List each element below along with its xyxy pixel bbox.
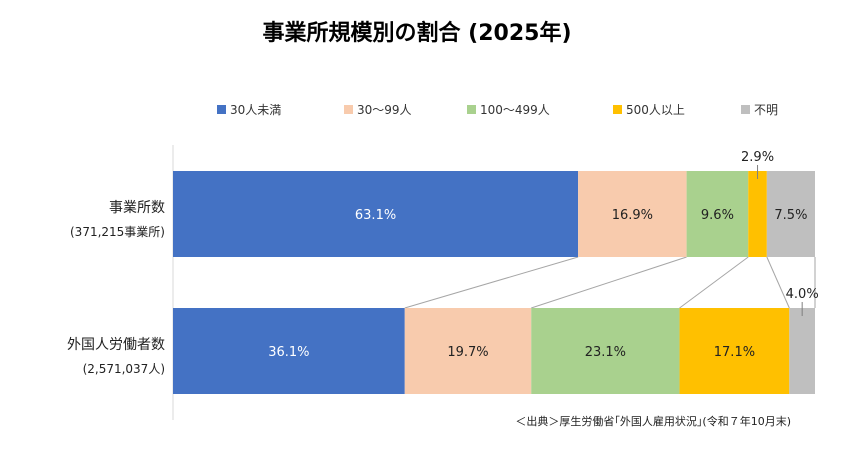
data-label: 36.1% (268, 345, 309, 360)
bars: 63.1% 16.9% 9.6% 2.9% 7.5% 36.1% 19.7% 23.1% 17.… (173, 150, 819, 394)
bar-segment (531, 308, 680, 394)
category-labels: 事業所数 (371,215事業所) 外国人労働者数 (2,571,037人) (67, 200, 165, 376)
bar-segment (404, 308, 532, 394)
category-label: 外国人労働者数 (67, 337, 165, 353)
bar-segment (173, 308, 405, 394)
legend-swatch (344, 105, 353, 114)
category-sublabel: (371,215事業所) (70, 225, 165, 239)
series-line (766, 256, 790, 309)
bar-segment (766, 171, 815, 257)
data-label: 23.1% (585, 345, 626, 360)
series-line (531, 256, 687, 309)
bar-segment (173, 171, 579, 257)
legend-label: 100〜499人 (480, 103, 550, 117)
legend-swatch (613, 105, 622, 114)
bar-segment (789, 308, 815, 394)
bar-segment (679, 308, 790, 394)
data-label: 4.0% (786, 287, 819, 302)
data-label: 2.9% (741, 150, 774, 165)
series-line (679, 256, 749, 309)
legend-swatch (217, 105, 226, 114)
data-label: 17.1% (714, 345, 755, 360)
legend: 30人未満 30〜99人 100〜499人 500人以上 不明 (217, 103, 778, 117)
category-sublabel: (2,571,037人) (83, 362, 165, 376)
category-label: 事業所数 (109, 200, 165, 216)
legend-swatch (467, 105, 476, 114)
legend-label: 500人以上 (626, 103, 685, 117)
data-label: 9.6% (701, 208, 734, 223)
source-note: ＜出典＞厚生労働省｢外国人雇用状況｣(令和７年10月末) (515, 414, 791, 428)
legend-label: 30〜99人 (357, 103, 412, 117)
series-line (404, 256, 579, 309)
data-label: 19.7% (447, 345, 488, 360)
legend-swatch (741, 105, 750, 114)
data-label: 7.5% (774, 208, 807, 223)
bar-segment (686, 171, 749, 257)
bar-segment (578, 171, 687, 257)
data-label: 16.9% (612, 208, 653, 223)
data-label: 63.1% (355, 208, 396, 223)
legend-label: 不明 (754, 103, 778, 117)
series-lines (404, 256, 816, 309)
bar-segment (748, 171, 767, 257)
chart-title: 事業所規模別の割合 (2025年) (263, 20, 572, 46)
legend-label: 30人未満 (230, 103, 281, 117)
